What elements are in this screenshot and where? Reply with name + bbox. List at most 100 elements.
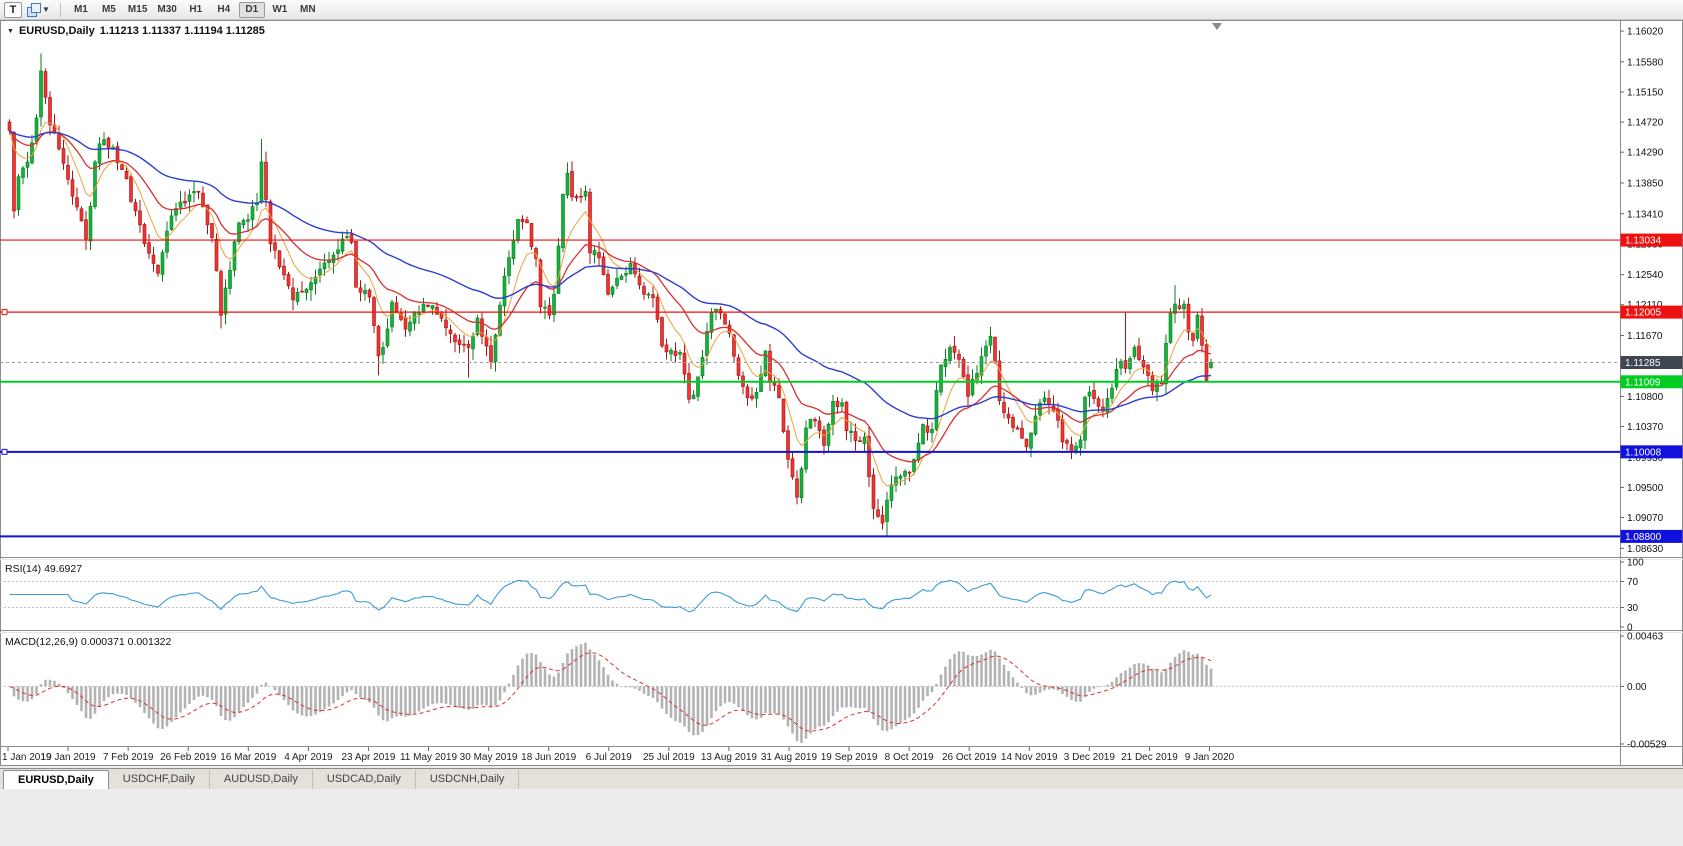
- svg-text:19 Sep 2019: 19 Sep 2019: [821, 752, 878, 763]
- timeframe-button-MN[interactable]: MN: [295, 2, 321, 18]
- timeframe-buttons: M1 M5 M15 M30 H1 H4 D1 W1 MN: [68, 1, 321, 18]
- line-handle[interactable]: [1, 309, 8, 316]
- rsi-indicator-label: RSI(14) 49.6927: [5, 563, 83, 575]
- moving-average-8: [9, 122, 1212, 487]
- svg-text:1.12005: 1.12005: [1625, 308, 1662, 319]
- svg-text:1.09070: 1.09070: [1627, 513, 1664, 524]
- svg-text:1.10370: 1.10370: [1627, 422, 1664, 433]
- svg-text:21 Dec 2019: 21 Dec 2019: [1121, 752, 1178, 763]
- svg-text:1.12540: 1.12540: [1627, 270, 1664, 281]
- chart-tab-bar: EURUSD,Daily USDCHF,Daily AUDUSD,Daily USDC…: [0, 768, 1683, 789]
- timeframe-button-H4[interactable]: H4: [211, 2, 237, 18]
- price-badge: 1.11285: [1620, 355, 1683, 369]
- chart-tab-usdchf[interactable]: USDCHF,Daily: [109, 770, 210, 789]
- timeframe-button-H1[interactable]: H1: [183, 2, 209, 18]
- svg-text:11 May 2019: 11 May 2019: [400, 752, 458, 763]
- layers-icon: [27, 3, 41, 17]
- templates-button[interactable]: T: [4, 1, 22, 18]
- rsi-line: [9, 579, 1212, 613]
- panel-splitters[interactable]: [0, 557, 1683, 747]
- toolbar: T ▼ M1 M5 M15 M30 H1 H4 D1 W1 MN: [0, 0, 1683, 20]
- chart-tab-eurusd[interactable]: EURUSD,Daily: [3, 770, 109, 789]
- svg-text:30 May 2019: 30 May 2019: [460, 752, 518, 763]
- svg-text:4 Apr 2019: 4 Apr 2019: [284, 752, 333, 763]
- price-badge: 1.13034: [1620, 233, 1683, 247]
- svg-text:1.08800: 1.08800: [1625, 532, 1662, 543]
- chart-tab-audusd[interactable]: AUDUSD,Daily: [210, 770, 313, 789]
- svg-text:1.10800: 1.10800: [1627, 392, 1664, 403]
- svg-text:26 Oct 2019: 26 Oct 2019: [942, 752, 997, 763]
- collapse-icon[interactable]: ▼: [7, 27, 14, 35]
- rsi-panel: [0, 579, 1620, 613]
- svg-text:70: 70: [1627, 577, 1639, 588]
- line-handle[interactable]: [1, 448, 8, 455]
- svg-text:31 Aug 2019: 31 Aug 2019: [761, 752, 818, 763]
- svg-text:1.13034: 1.13034: [1625, 236, 1662, 247]
- svg-text:1 Jan 2019: 1 Jan 2019: [2, 752, 52, 763]
- svg-text:0: 0: [1627, 623, 1633, 634]
- timeframe-button-D1[interactable]: D1: [238, 1, 265, 18]
- svg-text:19 Jan 2019: 19 Jan 2019: [41, 752, 96, 763]
- svg-text:1.08630: 1.08630: [1627, 544, 1664, 555]
- svg-text:1.11009: 1.11009: [1625, 377, 1661, 388]
- svg-text:9 Jan 2020: 9 Jan 2020: [1185, 752, 1235, 763]
- chart-tab-usdcad[interactable]: USDCAD,Daily: [313, 770, 416, 789]
- svg-text:7 Feb 2019: 7 Feb 2019: [103, 752, 154, 763]
- toolbar-separator: [59, 2, 61, 17]
- svg-text:1.09500: 1.09500: [1627, 483, 1664, 494]
- moving-average-21: [8, 130, 1212, 463]
- svg-text:1.16020: 1.16020: [1627, 27, 1664, 38]
- window-background: [0, 789, 1683, 846]
- level-lines[interactable]: [0, 239, 1620, 538]
- macd-axis[interactable]: 0.00463 0.00 -0.00529: [1620, 632, 1667, 751]
- moving-average-55: [9, 129, 1212, 420]
- svg-text:23 Apr 2019: 23 Apr 2019: [341, 752, 395, 763]
- timeframe-button-M30[interactable]: M30: [153, 2, 180, 18]
- svg-text:1.15150: 1.15150: [1627, 87, 1664, 98]
- chart-ohlc-values: 1.11213 1.11337 1.11194 1.11285: [99, 25, 265, 37]
- chart-shift-marker-icon[interactable]: [1212, 23, 1222, 30]
- svg-text:1.13850: 1.13850: [1627, 178, 1664, 189]
- macd-signal-line: [9, 652, 1212, 732]
- svg-text:1.13410: 1.13410: [1627, 209, 1664, 220]
- svg-text:3 Dec 2019: 3 Dec 2019: [1064, 752, 1116, 763]
- chart-symbol-label: EURUSD,Daily: [18, 25, 95, 37]
- price-badge: 1.11009: [1620, 375, 1683, 389]
- svg-text:1.14290: 1.14290: [1627, 148, 1664, 159]
- timeframe-button-M5[interactable]: M5: [96, 2, 122, 18]
- svg-text:1.14720: 1.14720: [1627, 118, 1664, 129]
- svg-text:30: 30: [1627, 603, 1639, 614]
- svg-text:13 Aug 2019: 13 Aug 2019: [701, 752, 758, 763]
- macd-indicator-label: MACD(12,26,9) 0.000371 0.001322: [5, 636, 172, 648]
- chart-tab-usdcnh[interactable]: USDCNH,Daily: [416, 770, 520, 789]
- svg-text:16 Mar 2019: 16 Mar 2019: [220, 752, 277, 763]
- svg-text:1.11285: 1.11285: [1625, 358, 1661, 369]
- svg-text:6 Jul 2019: 6 Jul 2019: [586, 752, 633, 763]
- svg-text:0.00: 0.00: [1627, 682, 1647, 693]
- chart-canvas[interactable]: 1.16020 1.15580 1.15150 1.14720 1.14290 1.138…: [0, 20, 1683, 767]
- macd-panel: [0, 642, 1620, 743]
- rsi-axis[interactable]: 100 70 30 0: [1620, 558, 1644, 634]
- timeframe-button-M1[interactable]: M1: [68, 2, 94, 18]
- svg-text:-0.00529: -0.00529: [1627, 740, 1667, 751]
- svg-text:100: 100: [1627, 558, 1644, 569]
- svg-text:1.10008: 1.10008: [1625, 447, 1662, 458]
- svg-text:26 Feb 2019: 26 Feb 2019: [160, 752, 217, 763]
- price-badge: 1.10008: [1620, 445, 1683, 459]
- svg-text:1.11670: 1.11670: [1627, 331, 1663, 342]
- chart-objects-icon[interactable]: ▼: [24, 2, 53, 18]
- price-badge: 1.08800: [1620, 529, 1683, 543]
- svg-text:18 Jun 2019: 18 Jun 2019: [521, 752, 576, 763]
- svg-text:14 Nov 2019: 14 Nov 2019: [1001, 752, 1058, 763]
- price-badge: 1.12005: [1620, 305, 1683, 319]
- svg-text:25 Jul 2019: 25 Jul 2019: [643, 752, 695, 763]
- chevron-down-icon: ▼: [42, 5, 50, 14]
- svg-text:8 Oct 2019: 8 Oct 2019: [885, 752, 934, 763]
- chart-header: ▼ EURUSD,Daily 1.11213 1.11337 1.11194 1…: [7, 25, 265, 37]
- timeframe-button-M15[interactable]: M15: [124, 2, 151, 18]
- svg-text:1.15580: 1.15580: [1627, 57, 1664, 68]
- timeframe-button-W1[interactable]: W1: [267, 2, 293, 18]
- svg-text:0.00463: 0.00463: [1627, 632, 1664, 643]
- candles-layer: [7, 53, 1213, 538]
